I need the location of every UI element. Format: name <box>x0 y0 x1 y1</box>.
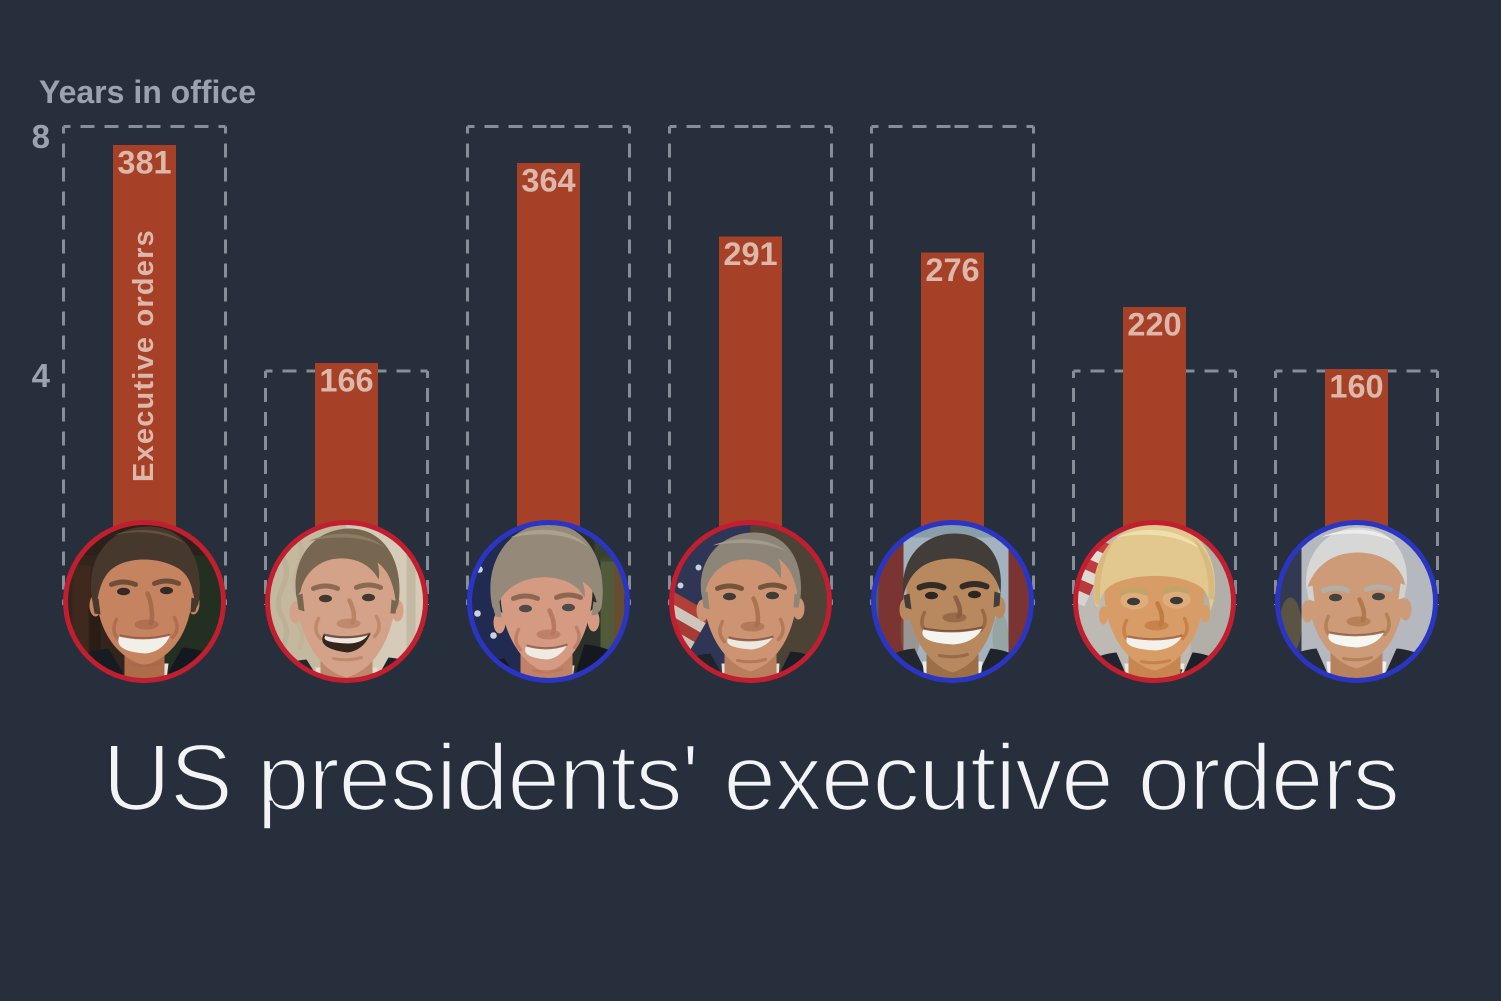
svg-text:US presidents' executive order: US presidents' executive orders <box>102 725 1398 831</box>
svg-text:160: 160 <box>1329 369 1383 405</box>
svg-text:364: 364 <box>521 163 575 199</box>
svg-text:8: 8 <box>32 118 50 155</box>
svg-text:291: 291 <box>723 236 777 272</box>
svg-text:381: 381 <box>117 145 171 181</box>
svg-text:Years in office: Years in office <box>39 74 256 110</box>
svg-text:220: 220 <box>1127 307 1181 343</box>
svg-text:4: 4 <box>32 357 51 394</box>
svg-text:Executive orders: Executive orders <box>128 229 160 482</box>
svg-text:166: 166 <box>319 363 373 399</box>
svg-text:276: 276 <box>925 252 979 288</box>
